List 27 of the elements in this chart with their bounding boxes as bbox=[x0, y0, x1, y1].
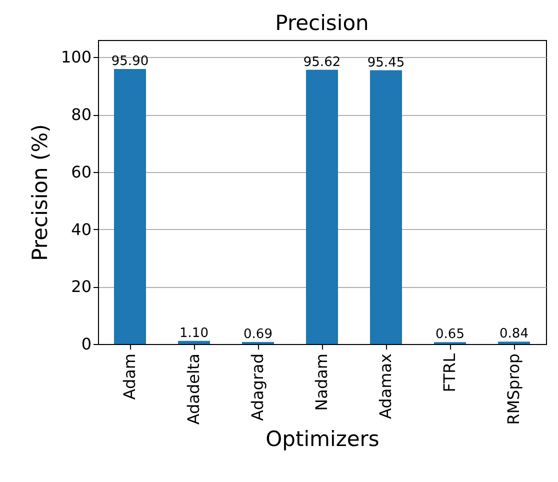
bar bbox=[370, 70, 402, 344]
bar bbox=[114, 68, 146, 344]
x-tick-label: Adagrad bbox=[248, 354, 267, 421]
y-tick-label: 100 bbox=[60, 48, 92, 67]
data-label: 95.90 bbox=[111, 54, 149, 69]
x-tick-label: Adam bbox=[120, 354, 139, 400]
x-tick-label: Nadam bbox=[312, 354, 331, 411]
bar bbox=[306, 70, 338, 344]
x-tick-label: Adamax bbox=[376, 354, 395, 419]
data-label: 1.10 bbox=[180, 326, 208, 341]
data-label: 0.84 bbox=[500, 326, 528, 342]
data-label: 0.69 bbox=[244, 327, 272, 342]
y-tick-label: 0 bbox=[81, 334, 92, 354]
y-tick-label: 20 bbox=[71, 277, 92, 296]
x-axis-title: Optimizers bbox=[266, 426, 380, 451]
y-tick-label: 60 bbox=[71, 162, 92, 182]
y-axis-title: Precision (%) bbox=[28, 124, 52, 261]
data-label: 0.65 bbox=[436, 327, 464, 342]
data-label: 95.45 bbox=[367, 55, 405, 70]
data-label: 95.62 bbox=[303, 54, 341, 70]
chart-title: Precision bbox=[275, 11, 369, 35]
y-tick-label: 40 bbox=[71, 220, 92, 239]
x-tick-label: FTRL bbox=[440, 353, 459, 392]
x-tick-label: RMSprop bbox=[504, 354, 523, 425]
y-tick-label: 80 bbox=[71, 105, 92, 124]
x-tick-label: Adadelta bbox=[184, 354, 203, 425]
bar bbox=[178, 340, 210, 344]
